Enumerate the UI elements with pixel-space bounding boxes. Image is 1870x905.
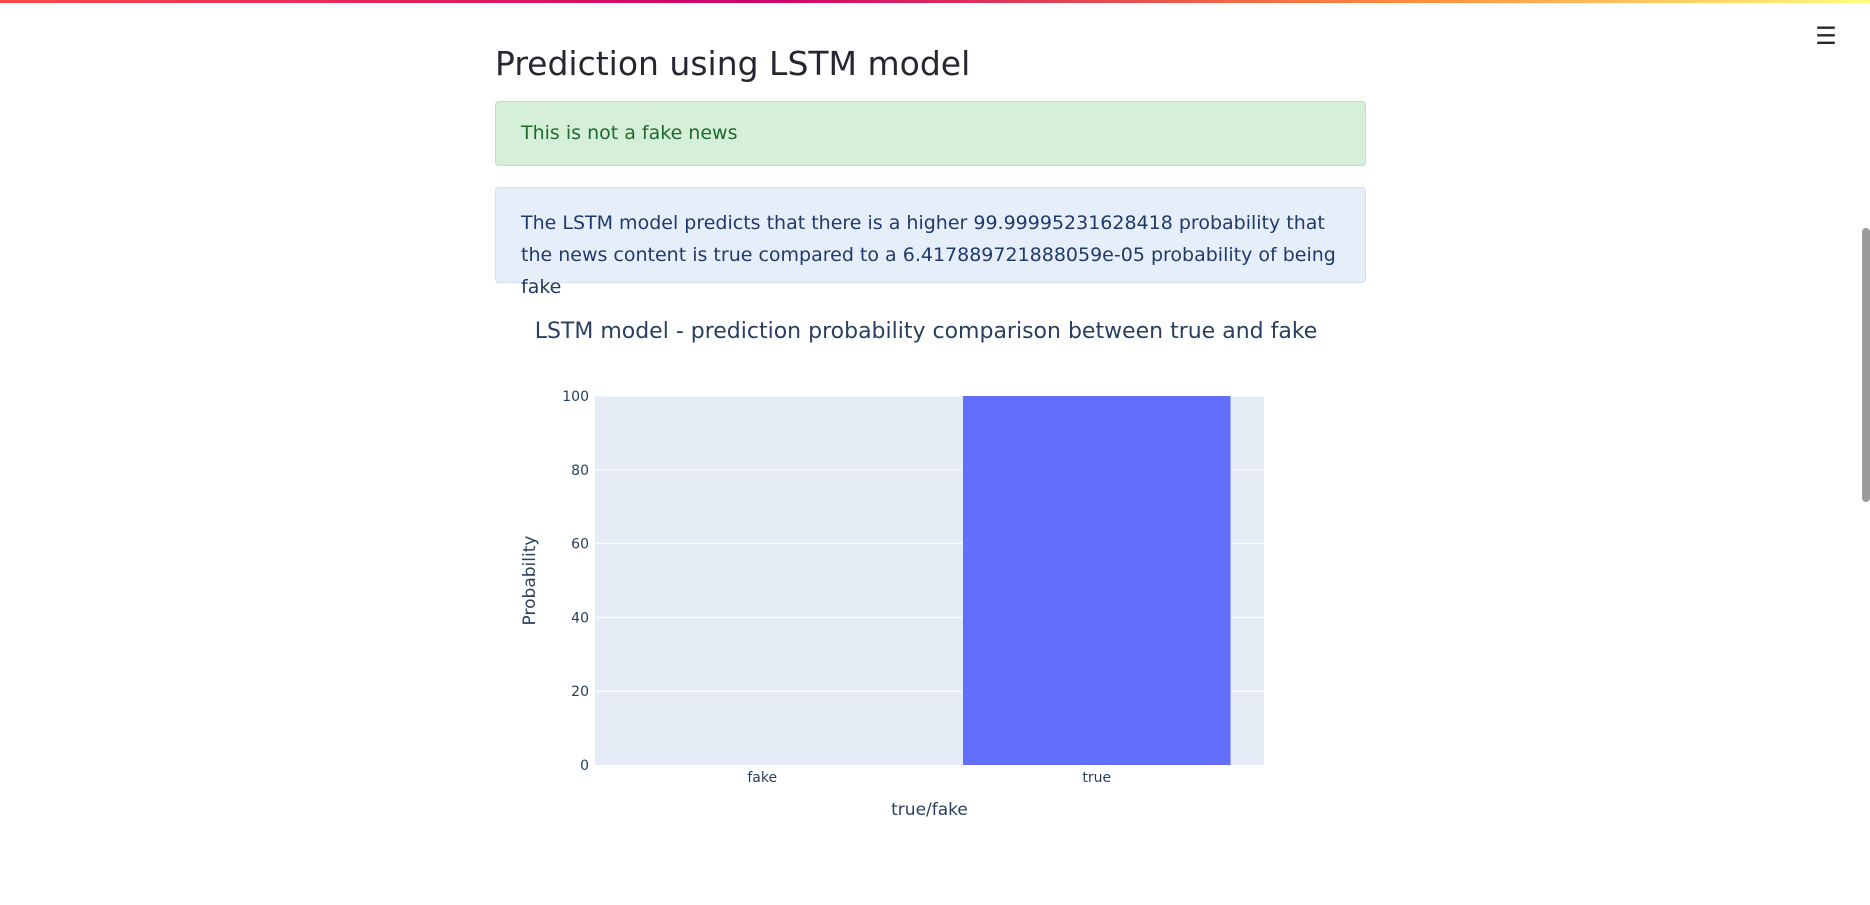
x-tick-label-true: true [1082, 770, 1111, 786]
page-title: Prediction using LSTM model [495, 44, 971, 83]
info-alert: The LSTM model predicts that there is a … [495, 187, 1366, 298]
x-axis-label: true/fake [891, 800, 968, 820]
x-tick-label-fake: fake [747, 770, 777, 786]
y-tick-label-100: 100 [562, 389, 589, 405]
success-alert: This is not a fake news [495, 101, 1366, 166]
scrollbar-thumb[interactable] [1862, 228, 1870, 502]
y-tick-label-20: 20 [571, 684, 589, 700]
y-tick-label-40: 40 [571, 610, 589, 626]
info-alert-text: The LSTM model predicts that there is a … [521, 212, 1336, 298]
success-alert-text: This is not a fake news [521, 122, 738, 144]
y-tick-label-0: 0 [580, 758, 589, 774]
bar-true[interactable] [962, 396, 1231, 765]
hamburger-menu-icon[interactable]: ☰ [1815, 22, 1837, 50]
y-tick-label-60: 60 [571, 537, 589, 553]
y-axis-label: Probability [520, 536, 540, 626]
chart-title: LSTM model - prediction probability comp… [534, 319, 1318, 344]
bar-chart[interactable]: 0 20 40 60 80 100 fake true true/fake Probability [495, 370, 1295, 830]
top-decoration-bar [0, 0, 1870, 3]
y-tick-label-80: 80 [571, 463, 589, 479]
